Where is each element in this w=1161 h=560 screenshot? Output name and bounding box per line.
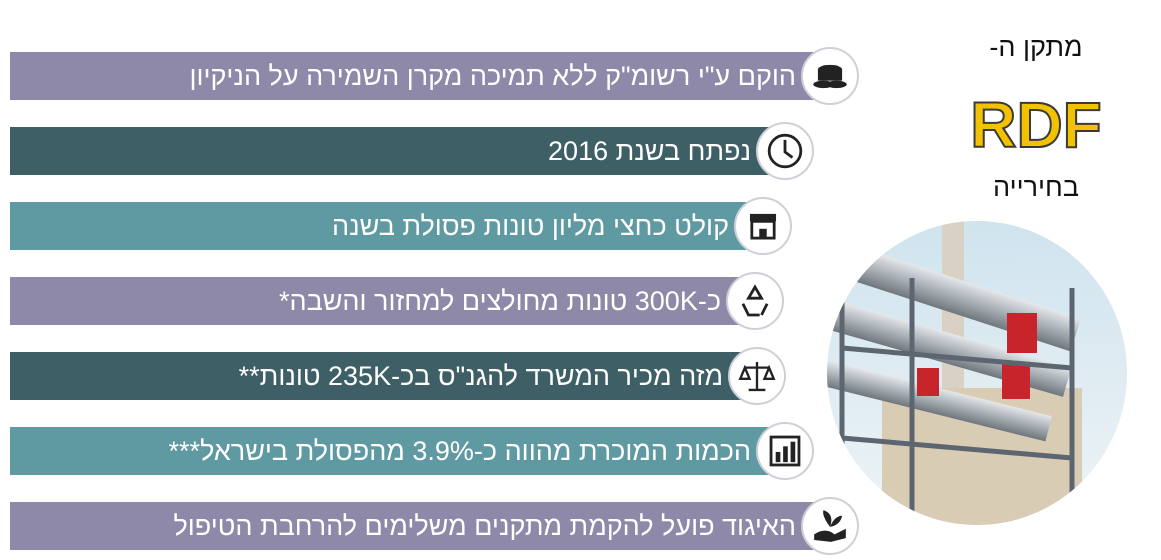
facility-photo: [827, 221, 1127, 525]
icon-glyph: [814, 510, 846, 542]
info-icon: [801, 497, 859, 555]
icon-glyph: [813, 64, 847, 89]
icon-glyph: [769, 435, 801, 467]
info-text: קולט כחצי מליון טונות פסולת בשנה: [331, 211, 729, 241]
icon-glyph: [749, 213, 777, 240]
info-bar: נפתח בשנת 2016: [10, 127, 785, 175]
info-icon: [726, 272, 784, 330]
info-text: האיגוד פועל להקמת מתקנים משלימים להרחבת …: [173, 511, 796, 541]
info-bar: קולט כחצי מליון טונות פסולת בשנה: [10, 202, 763, 250]
info-bar: האיגוד פועל להקמת מתקנים משלימים להרחבת …: [10, 502, 830, 550]
info-bar: כ-300K טונות מחולצים למחזור והשבה*: [10, 277, 755, 325]
info-text: כ-300K טונות מחולצים למחזור והשבה*: [278, 286, 721, 316]
icon-glyph: [738, 362, 776, 392]
info-icon: [801, 47, 859, 105]
info-icon: [734, 197, 792, 255]
info-icon: [728, 347, 786, 405]
info-icon: [756, 122, 814, 180]
info-bar: הוקם ע"י רשומ"ק ללא תמיכה מקרן השמירה על…: [10, 52, 830, 100]
info-text: מזה מכיר המשרד להגנ"ס בכ-235K טונות**: [238, 361, 723, 391]
icon-glyph: [741, 284, 769, 317]
info-icon: [756, 422, 814, 480]
info-text: הכמות המוכרת מהווה כ-3.9% מהפסולת בישראל…: [168, 436, 751, 466]
info-bar: מזה מכיר המשרד להגנ"ס בכ-235K טונות**: [10, 352, 757, 400]
info-text: נפתח בשנת 2016: [548, 136, 751, 166]
icon-glyph: [767, 133, 803, 169]
header-line: מתקן ה-: [989, 32, 1083, 62]
header-line: בחירייה: [993, 172, 1079, 202]
info-text: הוקם ע"י רשומ"ק ללא תמיכה מקרן השמירה על…: [189, 61, 796, 91]
info-bar: הכמות המוכרת מהווה כ-3.9% מהפסולת בישראל…: [10, 427, 785, 475]
header-acronym: RDF: [969, 88, 1103, 162]
